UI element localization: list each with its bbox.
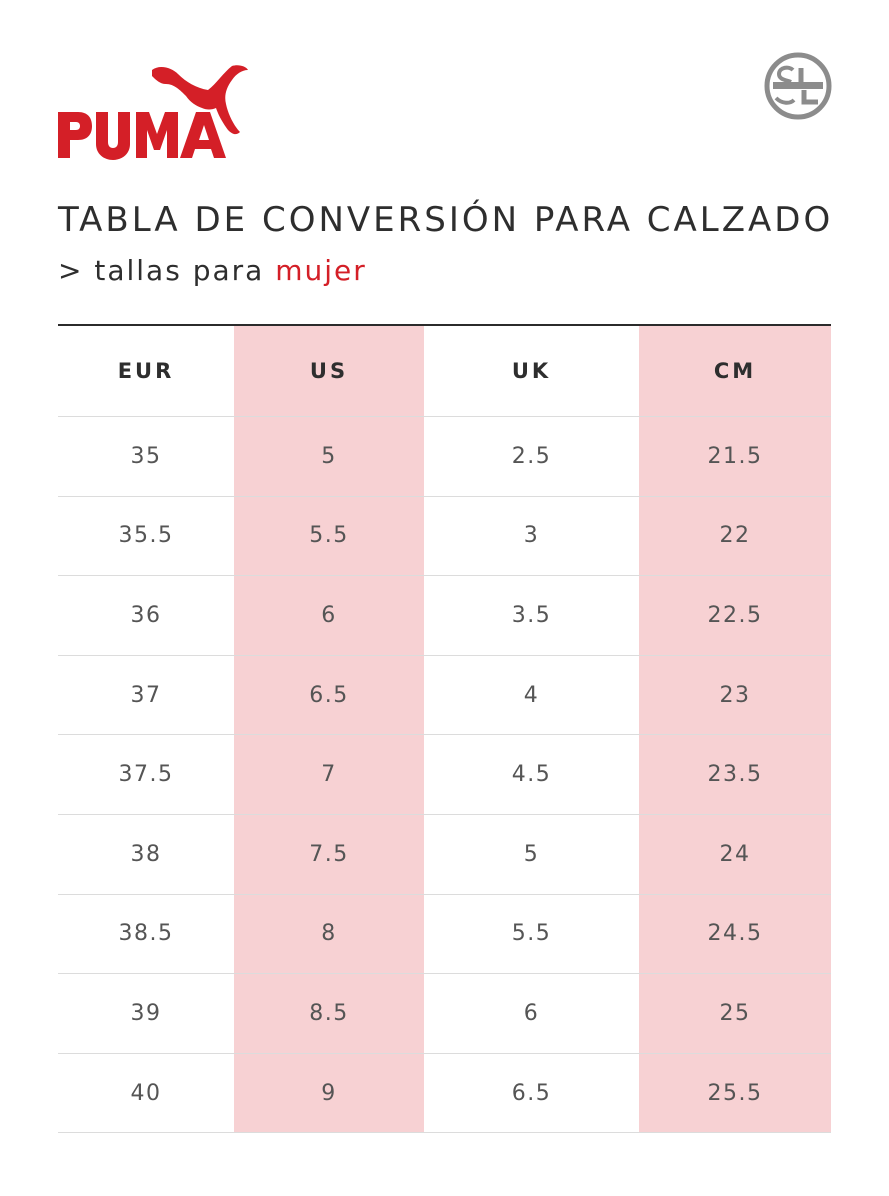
size-table: EUR US UK CM 35 5 2.5 21.5 35.5 5.5 3 22 36 6 3.5 2… (58, 324, 831, 1134)
cell-us: 5 (321, 443, 337, 469)
table-row: 37 6.5 4 23 (58, 656, 831, 736)
cell-us: 8.5 (309, 1000, 349, 1026)
cell-us: 7 (321, 762, 337, 788)
subtitle-prefix: > tallas para (58, 254, 276, 287)
subtitle: > tallas para mujer (58, 254, 367, 287)
column-highlights (58, 326, 831, 1134)
table-row: 38.5 8 5.5 24.5 (58, 895, 831, 975)
table-row: 40 9 6.5 25.5 (58, 1054, 831, 1134)
cell-cm: 25.5 (707, 1080, 763, 1106)
us-column-band (234, 326, 424, 1134)
cell-eur: 35.5 (118, 523, 174, 549)
cell-uk: 4 (523, 682, 540, 708)
cell-uk: 4.5 (511, 762, 552, 788)
cell-eur: 36 (130, 602, 162, 628)
cell-cm: 24 (719, 841, 751, 867)
cell-uk: 3.5 (511, 602, 552, 628)
puma-logo (56, 62, 256, 162)
sl-badge-icon (764, 52, 832, 120)
cell-cm: 22 (719, 523, 751, 549)
cell-eur: 38 (130, 841, 162, 867)
header-us: US (309, 359, 349, 383)
cell-cm: 22.5 (707, 602, 763, 628)
cell-us: 5.5 (309, 523, 349, 549)
header-cm: CM (713, 359, 757, 383)
cell-eur: 37.5 (118, 762, 174, 788)
cell-uk: 3 (523, 523, 540, 549)
cell-eur: 35 (130, 443, 162, 469)
table-row: 35.5 5.5 3 22 (58, 497, 831, 577)
cell-uk: 2.5 (511, 443, 552, 469)
cell-uk: 5 (523, 841, 540, 867)
cell-eur: 38.5 (118, 921, 174, 947)
table-row: 37.5 7 4.5 23.5 (58, 735, 831, 815)
cell-us: 8 (321, 921, 337, 947)
cell-uk: 6 (523, 1000, 540, 1026)
cell-us: 6.5 (309, 682, 349, 708)
cell-eur: 37 (130, 682, 162, 708)
page-title: TABLA DE CONVERSIÓN PARA CALZADO (58, 200, 834, 240)
table-header-row: EUR US UK CM (58, 326, 831, 417)
cell-uk: 6.5 (511, 1080, 552, 1106)
cell-cm: 23.5 (707, 762, 763, 788)
cm-column-band (639, 326, 831, 1134)
cell-cm: 24.5 (707, 921, 763, 947)
cell-uk: 5.5 (511, 921, 552, 947)
cell-us: 6 (321, 602, 337, 628)
cell-cm: 25 (719, 1000, 751, 1026)
table-row: 39 8.5 6 25 (58, 974, 831, 1054)
table-row: 38 7.5 5 24 (58, 815, 831, 895)
cell-cm: 23 (719, 682, 751, 708)
table-top-rule (58, 324, 831, 326)
header-uk: UK (511, 359, 552, 383)
cell-cm: 21.5 (707, 443, 763, 469)
table-row: 36 6 3.5 22.5 (58, 576, 831, 656)
table-row: 35 5 2.5 21.5 (58, 417, 831, 497)
cell-eur: 39 (130, 1000, 162, 1026)
cell-us: 9 (321, 1080, 337, 1106)
puma-wordmark (58, 112, 226, 160)
cell-us: 7.5 (309, 841, 349, 867)
cell-eur: 40 (130, 1080, 162, 1106)
header-eur: EUR (117, 359, 175, 383)
subtitle-accent: mujer (275, 254, 367, 287)
